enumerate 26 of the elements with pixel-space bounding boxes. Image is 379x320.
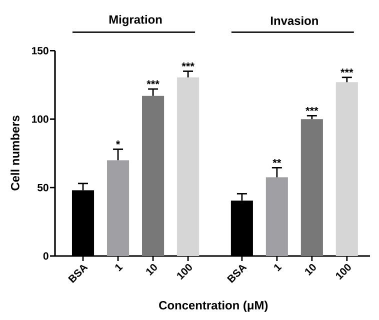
x-tick-label: 1 bbox=[274, 264, 282, 272]
x-axis-title: Concentration (μM) bbox=[159, 300, 268, 312]
annotation: ** bbox=[272, 158, 282, 164]
x-tick-label: 100 bbox=[336, 264, 351, 280]
annotation: *** bbox=[306, 106, 318, 112]
y-axis-title: Cell numbers bbox=[10, 116, 20, 190]
bar bbox=[266, 177, 288, 256]
y-tick-label: 0 bbox=[43, 252, 48, 260]
annotation: * bbox=[116, 140, 120, 145]
chart-title: Invasion bbox=[270, 16, 318, 25]
bar bbox=[336, 82, 358, 256]
bar bbox=[142, 96, 164, 256]
bar bbox=[106, 160, 130, 256]
x-tick-label: 1 bbox=[115, 264, 123, 272]
chart-title: Migration bbox=[109, 14, 162, 26]
y-tick-label: 100 bbox=[32, 115, 48, 123]
x-tick-label: 10 bbox=[305, 264, 316, 276]
y-tick-label: 150 bbox=[32, 47, 48, 54]
bar bbox=[300, 119, 323, 256]
annotation: *** bbox=[182, 62, 194, 67]
annotation: *** bbox=[340, 68, 354, 73]
bar bbox=[177, 77, 200, 256]
x-tick-label: 100 bbox=[177, 264, 192, 280]
x-tick-label: 10 bbox=[146, 264, 157, 276]
y-tick-label: 50 bbox=[37, 184, 48, 192]
annotation: *** bbox=[146, 80, 160, 84]
